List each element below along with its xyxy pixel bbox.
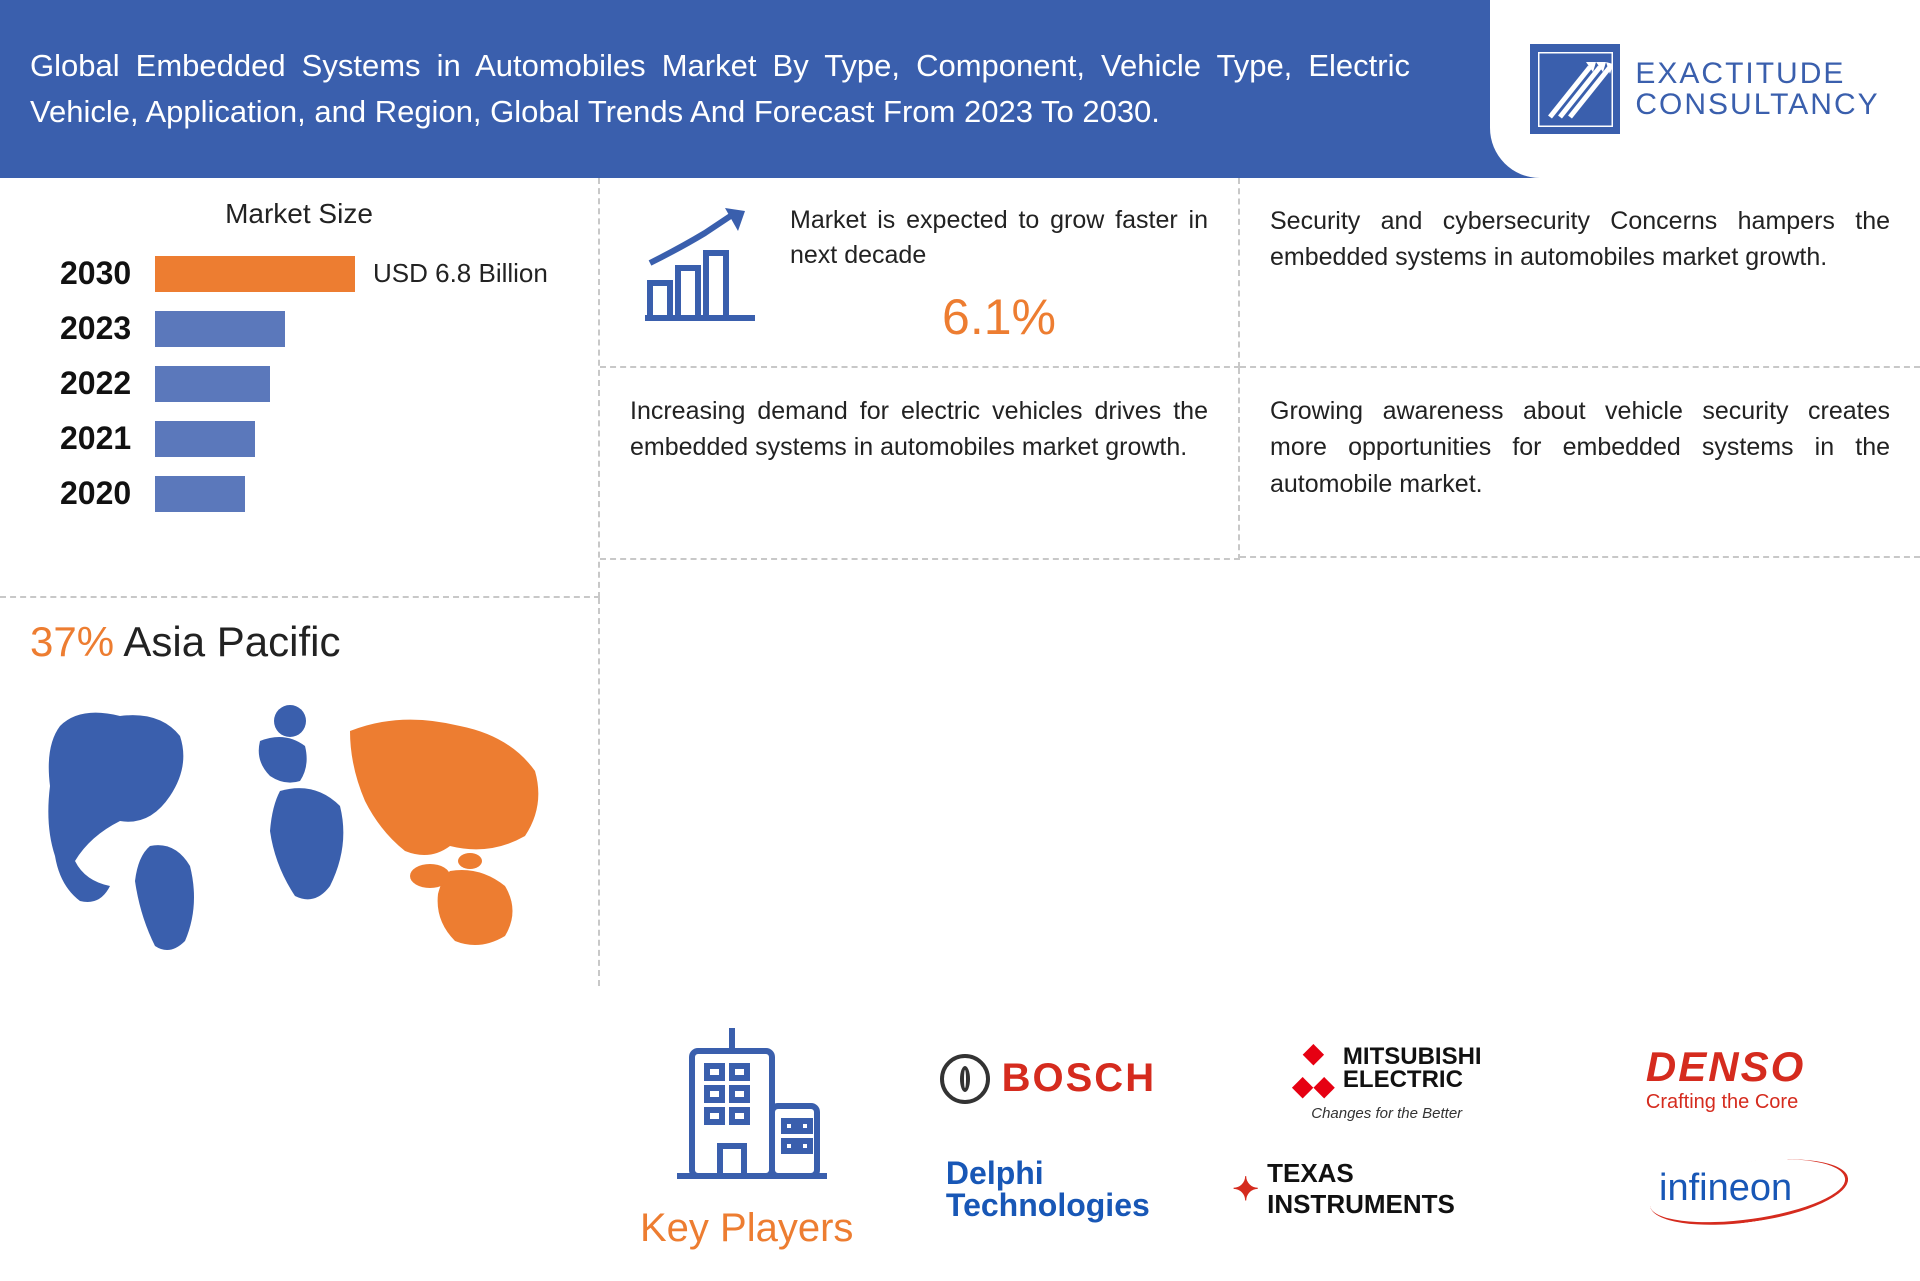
region-title: 37% Asia Pacific bbox=[30, 618, 568, 666]
infineon-logo: infineon bbox=[1571, 1154, 1880, 1224]
market-size-row: 2021 bbox=[60, 420, 568, 457]
bosch-logo: BOSCH bbox=[893, 1044, 1202, 1114]
market-size-title: Market Size bbox=[30, 198, 568, 230]
market-size-row: 2030 USD 6.8 Billion bbox=[60, 255, 568, 292]
driver-panel: Increasing demand for electric vehicles … bbox=[600, 368, 1240, 560]
key-players-header: Key Players bbox=[640, 1016, 853, 1251]
infineon-swoosh-icon bbox=[1646, 1148, 1852, 1235]
ti-icon: ✦ bbox=[1232, 1170, 1259, 1208]
content-grid: Market Size 2030USD 6.8 Billion202320222… bbox=[0, 178, 1920, 1080]
logo-icon bbox=[1530, 44, 1620, 134]
market-size-row: 2020 bbox=[60, 475, 568, 512]
concern-panel: Security and cybersecurity Concerns hamp… bbox=[1240, 178, 1920, 368]
ti-logo: ✦ TEXAS INSTRUMENTS bbox=[1232, 1154, 1541, 1224]
growth-text: Market is expected to grow faster in nex… bbox=[790, 203, 1208, 273]
logo-text: EXACTITUDECONSULTANCY bbox=[1635, 58, 1879, 121]
region-panel: 37% Asia Pacific bbox=[0, 598, 600, 986]
market-size-year: 2022 bbox=[60, 365, 155, 402]
concern-text: Security and cybersecurity Concerns hamp… bbox=[1270, 207, 1890, 271]
header-banner: Global Embedded Systems in Automobiles M… bbox=[0, 0, 1920, 178]
market-size-bar bbox=[155, 366, 270, 402]
opportunity-text: Growing awareness about vehicle security… bbox=[1270, 397, 1890, 498]
left-column: Market Size 2030USD 6.8 Billion202320222… bbox=[0, 178, 600, 986]
growth-percent: 6.1% bbox=[790, 288, 1208, 346]
page-title: Global Embedded Systems in Automobiles M… bbox=[30, 43, 1410, 136]
mitsubishi-logo: ◆◆◆ MITSUBISHIELECTRIC Changes for the B… bbox=[1232, 1044, 1541, 1114]
market-size-year: 2030 bbox=[60, 255, 155, 292]
market-size-bar bbox=[155, 476, 245, 512]
market-size-row: 2023 bbox=[60, 310, 568, 347]
market-size-label: USD 6.8 Billion bbox=[373, 258, 548, 289]
opportunity-panel: Growing awareness about vehicle security… bbox=[1240, 368, 1920, 558]
market-size-bar bbox=[155, 256, 355, 292]
bosch-icon bbox=[940, 1054, 990, 1104]
building-icon bbox=[662, 1016, 832, 1191]
market-size-year: 2020 bbox=[60, 475, 155, 512]
key-players-title: Key Players bbox=[640, 1206, 853, 1251]
logo-container: EXACTITUDECONSULTANCY bbox=[1490, 0, 1920, 178]
market-size-panel: Market Size 2030USD 6.8 Billion202320222… bbox=[0, 178, 600, 598]
driver-text: Increasing demand for electric vehicles … bbox=[630, 397, 1208, 461]
world-map bbox=[30, 686, 570, 966]
market-size-year: 2021 bbox=[60, 420, 155, 457]
middle-column: Market is expected to grow faster in nex… bbox=[600, 178, 1240, 986]
market-size-year: 2023 bbox=[60, 310, 155, 347]
mitsubishi-icon: ◆◆◆ bbox=[1292, 1036, 1335, 1102]
region-percent: 37% bbox=[30, 618, 114, 665]
key-players-panel: Key Players BOSCH ◆◆◆ MITSUBISHIELECTRIC… bbox=[600, 986, 1920, 1281]
delphi-logo: DelphiTechnologies bbox=[893, 1154, 1202, 1224]
growth-text-block: Market is expected to grow faster in nex… bbox=[790, 203, 1208, 346]
market-size-row: 2022 bbox=[60, 365, 568, 402]
region-name: Asia Pacific bbox=[123, 618, 340, 665]
market-size-bar bbox=[155, 311, 285, 347]
growth-panel: Market is expected to grow faster in nex… bbox=[600, 178, 1240, 368]
growth-chart-icon bbox=[630, 203, 760, 338]
key-players-logos: BOSCH ◆◆◆ MITSUBISHIELECTRIC Changes for… bbox=[893, 1044, 1880, 1224]
market-size-bar bbox=[155, 421, 255, 457]
market-size-chart: 2030 USD 6.8 Billion 2023 2022 2021 2020 bbox=[30, 255, 568, 512]
right-column: Security and cybersecurity Concerns hamp… bbox=[1240, 178, 1920, 986]
denso-logo: DENSO Crafting the Core bbox=[1571, 1044, 1880, 1114]
